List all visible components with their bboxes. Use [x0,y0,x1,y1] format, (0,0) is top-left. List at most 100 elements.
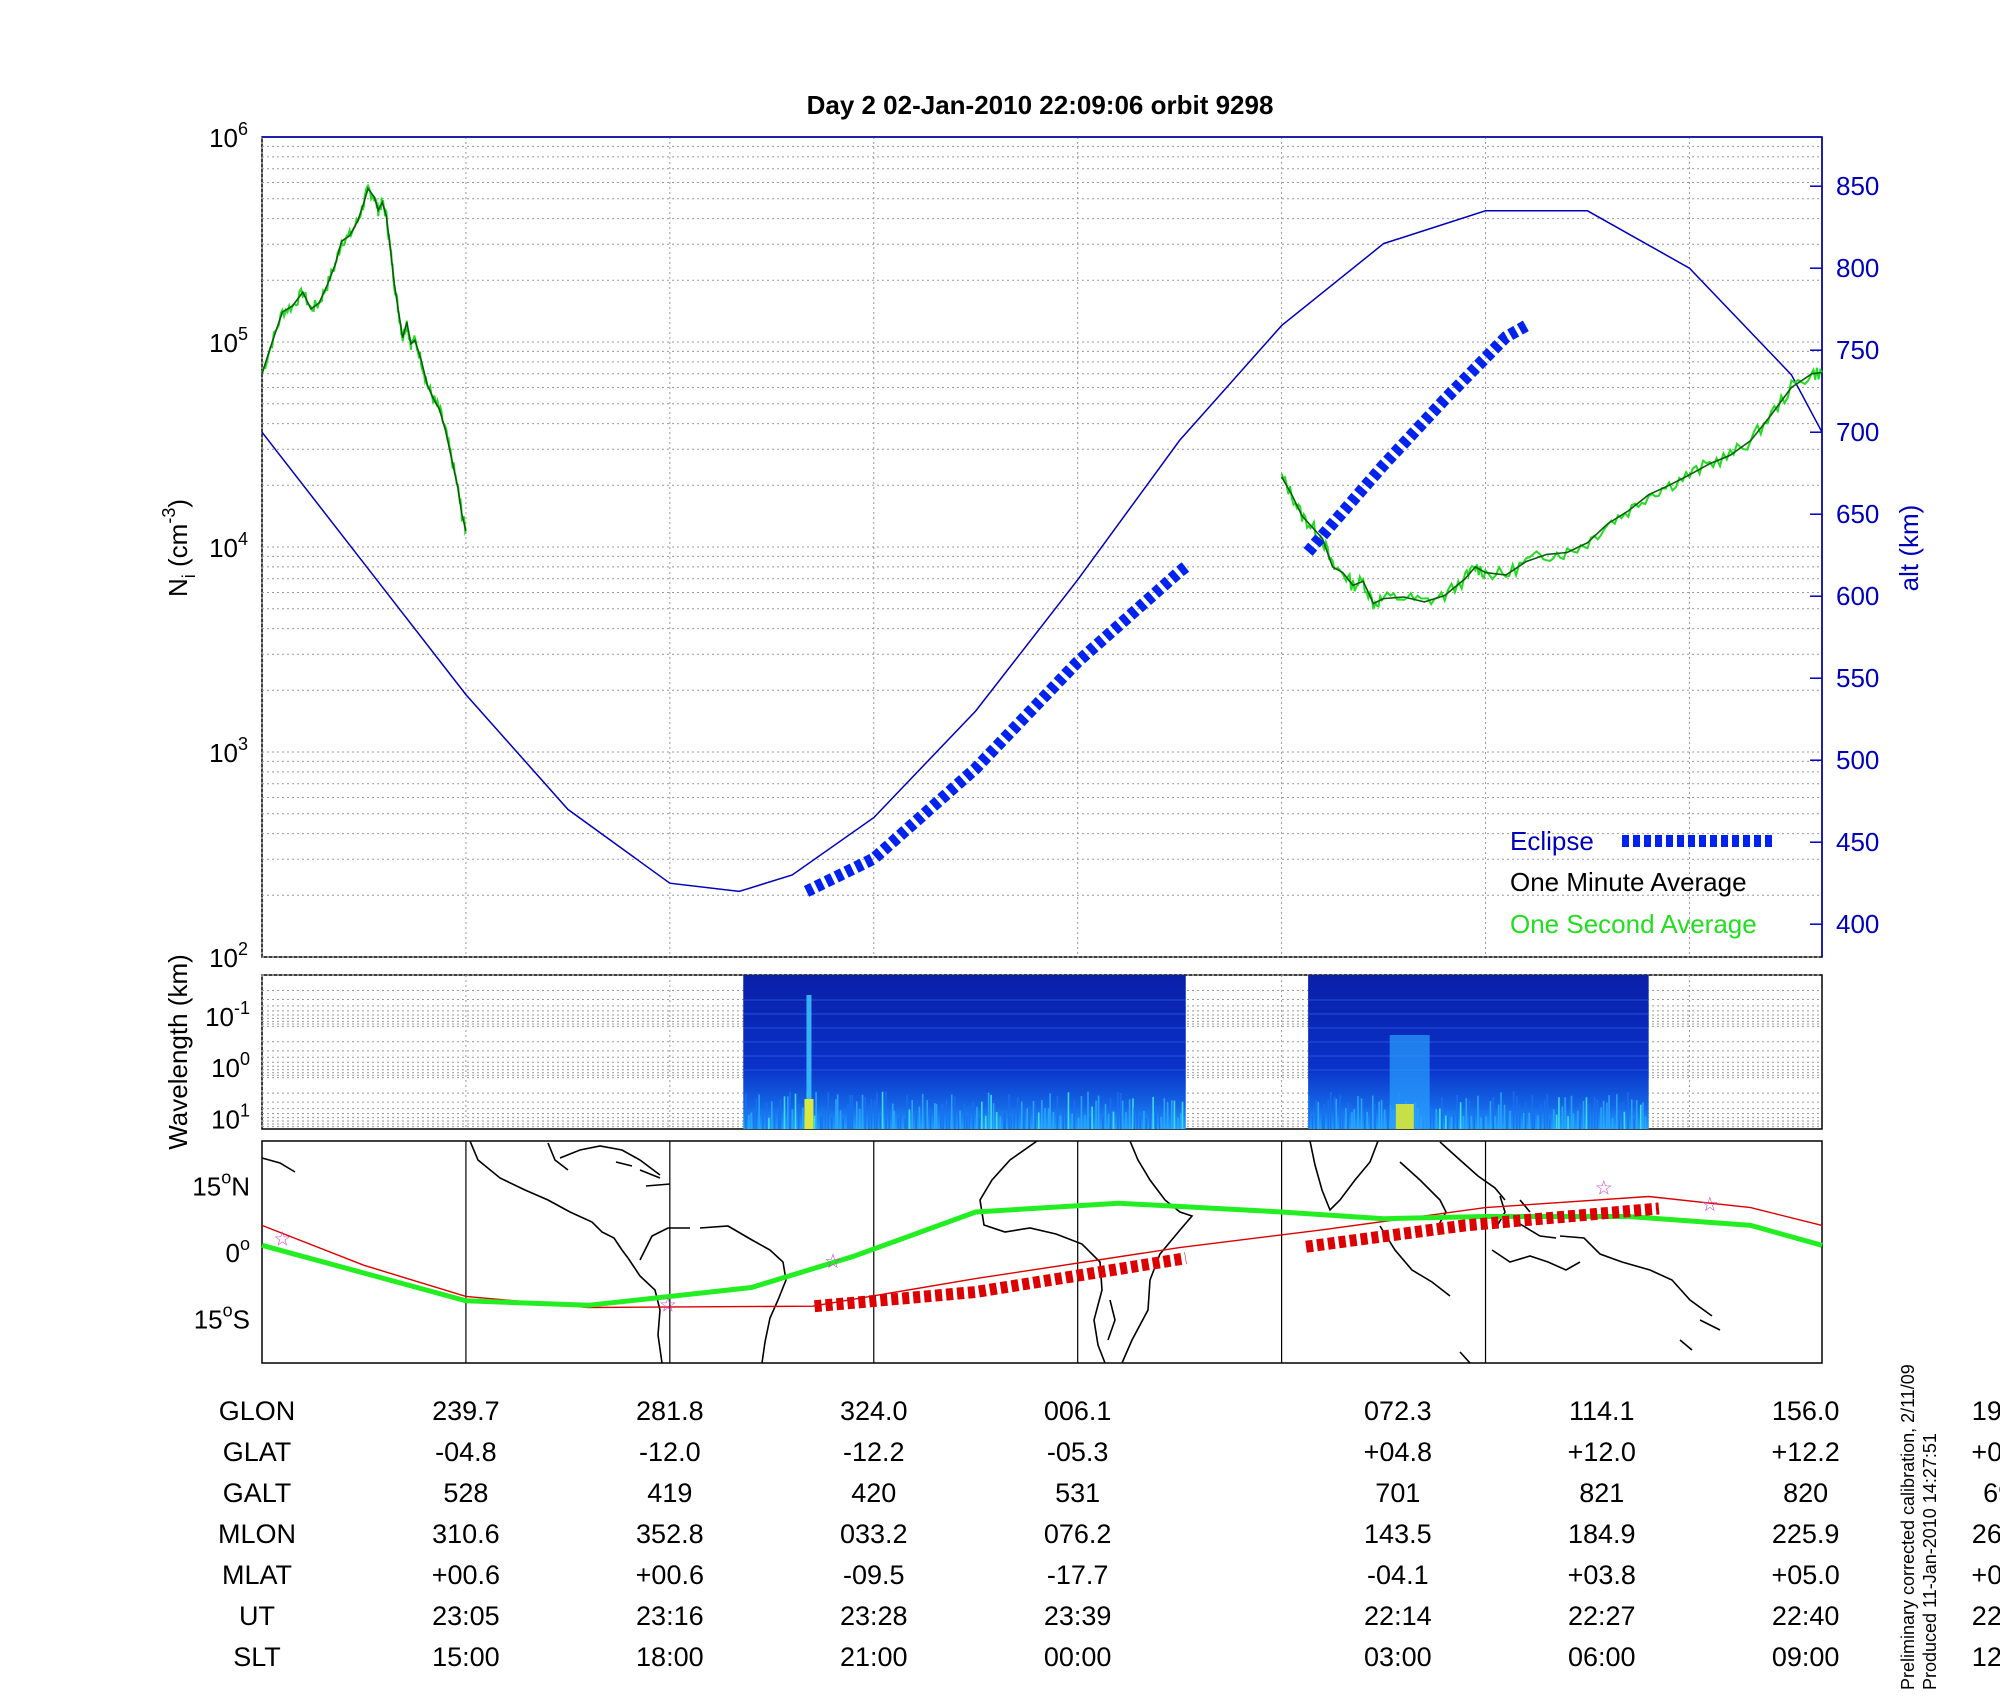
density-axis-label: Ni (cm-3) [159,499,199,597]
spectrogram-streak [1158,1105,1161,1129]
spectrogram-streak [1462,1116,1465,1129]
spectrogram-streak [1518,1104,1521,1129]
spectrogram-streak [1089,1117,1091,1129]
spectrogram-streak [893,1110,896,1129]
table-cell: 821 [1579,1478,1625,1508]
table-cell: 114.1 [1568,1396,1635,1426]
spectrogram-streak [1611,1118,1614,1129]
spectrogram-streak [1492,1096,1495,1129]
spectrogram-streak [851,1095,853,1129]
alt-tick-label: 400 [1836,909,1879,939]
map-eclipse-segment [1305,1202,1660,1253]
spectrogram-streak [968,1105,971,1129]
spectrogram-streak [753,1113,755,1129]
table-cell: +00.6 [635,1560,704,1590]
spectrogram-streak [1588,1103,1590,1129]
table-cell: 23:39 [1043,1601,1112,1631]
spectrogram-streak [1480,1117,1482,1129]
spectrogram-streak [1363,1111,1366,1129]
spectrogram-streak [1497,1104,1500,1129]
spectrogram-streak [978,1117,980,1129]
density-gridlines [261,137,1822,958]
table-row-label: UT [239,1601,275,1631]
spectrogram-streak [1170,1100,1173,1129]
spectrogram-streak [929,1110,932,1129]
spectrogram-streak [1494,1116,1496,1129]
table-cell: -04.8 [435,1437,497,1467]
spectrogram-streak [802,1107,804,1129]
spectrogram-streak [918,1106,921,1129]
spectrogram-streak [791,1109,794,1129]
spectrogram-streak [1136,1110,1139,1129]
table-cell: 324.0 [839,1396,908,1426]
spectrogram-streak [981,1101,983,1129]
spectrogram-streak [1062,1110,1064,1129]
spectrogram-streak [1347,1103,1349,1129]
table-cell: 225.9 [1771,1519,1840,1549]
star-marker: ☆ [824,1251,842,1273]
spectrogram-streak [1154,1106,1157,1129]
spectrogram-streak [1323,1103,1325,1129]
spectrogram-streak [1602,1100,1605,1129]
spectrogram-streak [1387,1109,1389,1129]
table-cell: +05.0 [1771,1560,1840,1590]
spectrogram-streak [1010,1116,1012,1129]
spectrogram-spike [1395,1104,1414,1129]
spectrogram-streak [1516,1095,1518,1129]
spectrogram-streak [835,1099,837,1129]
spectrogram-streak [908,1109,911,1129]
spectrogram-streak [1432,1109,1435,1129]
table-cell: 23:16 [636,1601,704,1631]
table-cell: -12.0 [639,1437,701,1467]
spectrogram-streak [1593,1097,1596,1129]
spectrogram-streak [861,1094,864,1129]
spectrogram-streak [1351,1112,1353,1129]
table-cell: 072.3 [1364,1396,1432,1426]
table-cell: -09.5 [842,1560,905,1590]
spectrogram-streak [1044,1107,1046,1129]
spectrogram-streak [1439,1108,1441,1129]
spectrogram-streak [847,1103,849,1129]
spectrogram-streak [748,1115,750,1129]
spectrogram-streak [750,1112,753,1129]
table-row-label: GLAT [222,1437,292,1467]
spectrogram-streak [1087,1091,1089,1129]
table-cell: 697 [1983,1478,2000,1508]
density-one-minute-line [1280,371,1823,605]
spectrogram-streak [1470,1116,1472,1129]
wavelength-axis-label: Wavelength (km) [163,954,193,1150]
spectrogram-streak [1567,1116,1569,1129]
y-tick-label: 106 [209,119,248,153]
spectrogram-streak [1621,1102,1624,1129]
spectrogram-streak [1321,1111,1324,1129]
spectrogram-streak [1041,1100,1043,1129]
spectrogram-streak [1558,1097,1560,1129]
spectrogram-streak [773,1108,776,1129]
spectrogram-panel: 10-1 100 101 Wavelength (km) [163,954,1823,1150]
spectrogram-streak [921,1093,924,1129]
spectrogram-streak [1380,1099,1383,1129]
table-cell: 184.9 [1567,1519,1636,1549]
spectrogram-streak [827,1092,830,1129]
spectrogram-streak [815,1091,817,1129]
spectrogram-streak [984,1115,987,1129]
density-y-axis: 102 103 104 105 106 [209,119,248,973]
spectrogram-streak [797,1103,800,1129]
spectrogram-streak [1537,1115,1539,1129]
spectrogram-streak [868,1104,870,1129]
legend-second-label: One Second Average [1510,909,1757,939]
spectrogram-streak [1489,1101,1492,1129]
spectrogram-streak [787,1096,789,1129]
table-cell: -05.3 [1046,1437,1109,1467]
spectrogram-streak [1576,1110,1579,1129]
alt-tick-label: 750 [1836,335,1879,365]
spectrogram-streak [1579,1103,1581,1129]
spectrogram-streak [1572,1113,1575,1129]
spectrogram-streak [1522,1112,1525,1129]
spectrogram-streak [1639,1104,1642,1129]
table-cell: 22:14 [1364,1601,1432,1631]
spectrogram-streak [1059,1115,1062,1129]
spectrogram-streak [1524,1102,1527,1129]
spectrogram-streak [1104,1104,1107,1129]
spectrogram-streak [1173,1100,1176,1129]
